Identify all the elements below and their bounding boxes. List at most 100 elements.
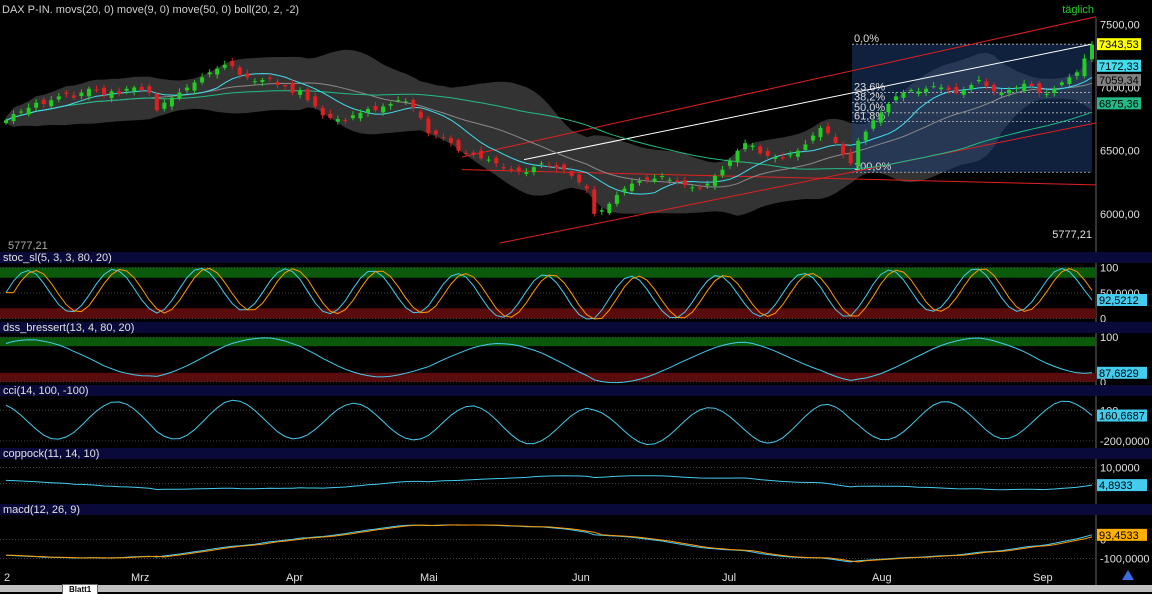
candle-body	[49, 100, 54, 107]
candle-body	[758, 146, 763, 154]
candle-body	[697, 187, 702, 189]
candle-body	[841, 143, 846, 155]
candle-body	[1059, 82, 1064, 85]
candle-body	[109, 91, 114, 99]
candle-body	[886, 103, 891, 113]
indicator-line	[5, 475, 1093, 491]
period-label: täglich	[1062, 4, 1094, 16]
candle-body	[403, 101, 408, 103]
candle-body	[298, 90, 303, 95]
candle-body	[260, 79, 265, 82]
bollinger-band	[6, 49, 1092, 216]
ma50-line	[5, 90, 1093, 170]
candle-body	[305, 89, 310, 101]
candle-body	[56, 96, 61, 100]
indicator-value-bg	[1097, 366, 1147, 379]
indicator-title: stoc_sl(5, 3, 3, 80, 20)	[3, 252, 112, 264]
candle-body	[41, 99, 46, 104]
signal-line	[6, 267, 1093, 320]
price-tag: 6875,36	[1099, 98, 1139, 110]
candle-body	[290, 83, 295, 93]
indicator-title: cci(14, 100, -100)	[3, 385, 89, 397]
candle-body	[1090, 44, 1094, 60]
candle-body	[735, 150, 740, 163]
candle-body	[456, 140, 461, 151]
candle-body	[765, 150, 770, 156]
indicator-title-bar	[0, 448, 1152, 459]
candle-body	[154, 94, 159, 111]
candle-body	[803, 144, 808, 150]
candle-body	[19, 111, 24, 113]
indicator-value-bg	[1097, 528, 1147, 541]
candle-body	[313, 96, 318, 107]
candle-body	[358, 112, 363, 119]
candle-body	[411, 99, 416, 108]
candle-body	[660, 176, 665, 178]
candle-body	[810, 135, 815, 141]
indicator-value: 92,5212	[1099, 295, 1139, 307]
fib-box	[852, 44, 1092, 173]
candle-body	[592, 189, 597, 214]
candle-body	[682, 180, 687, 185]
candle-body	[441, 137, 446, 139]
candle-body	[26, 107, 31, 115]
x-month-label: Apr	[286, 572, 303, 584]
candle-body	[275, 81, 280, 85]
candle-body	[283, 84, 288, 87]
sheet-tab-blatt1[interactable]: Blatt1	[62, 584, 99, 594]
oversold-zone	[0, 372, 1096, 382]
price-tag: 7343,53	[1099, 39, 1139, 51]
indicator-tick-label: 10,0000	[1100, 462, 1140, 474]
candle-body	[207, 72, 212, 75]
candle-body	[991, 84, 996, 92]
candle-body	[999, 92, 1004, 96]
chart-title: DAX P-IN. movs(20, 0) move(9, 0) move(50…	[2, 4, 299, 16]
signal-line	[6, 524, 1093, 563]
indicator-tick-label: -200,0000	[1100, 436, 1150, 448]
candle-body	[826, 126, 831, 134]
candle-body	[750, 145, 755, 147]
candle-body	[267, 77, 272, 79]
candle-body	[102, 87, 107, 96]
fib-level-label: 0,0%	[854, 33, 879, 45]
x-month-label: Mrz	[131, 572, 149, 584]
candle-body	[773, 157, 778, 159]
indicator-line	[5, 337, 1093, 384]
candle-body	[554, 165, 559, 169]
candle-body	[448, 138, 453, 144]
candle-body	[486, 159, 491, 161]
candle-body	[1022, 83, 1027, 91]
indicator-tick-label: 0	[1100, 313, 1106, 325]
candle-body	[215, 68, 220, 75]
scroll-arrow-icon[interactable]	[1118, 566, 1138, 584]
candle-body	[396, 100, 401, 102]
x-month-label: Sep	[1033, 572, 1053, 584]
candle-body	[901, 92, 906, 98]
candle-body	[878, 112, 883, 123]
candle-body	[132, 87, 137, 92]
candle-body	[335, 119, 340, 122]
candle-body	[433, 130, 438, 135]
candle-body	[200, 77, 205, 83]
candle-body	[712, 176, 717, 186]
indicator-title-bar	[0, 385, 1152, 396]
candle-body	[909, 90, 913, 92]
fib-level-label: 50,0%	[854, 102, 885, 114]
y-tick-label: 6500,00	[1100, 146, 1140, 158]
candle-body	[675, 180, 680, 183]
clipped-min-label: 5777,21	[8, 240, 48, 252]
price-tag: 7172,33	[1099, 61, 1139, 73]
candle-body	[667, 179, 672, 181]
overbought-zone	[0, 267, 1096, 278]
candle-body	[71, 95, 76, 98]
candle-body	[931, 86, 936, 88]
candle-body	[524, 172, 529, 174]
overbought-zone	[0, 337, 1096, 347]
candle-body	[848, 152, 853, 164]
candle-body	[856, 140, 861, 167]
candle-body	[320, 108, 325, 116]
candle-body	[645, 177, 650, 180]
candle-body	[464, 153, 469, 154]
candle-body	[743, 143, 748, 150]
indicator-title-bar	[0, 252, 1152, 263]
